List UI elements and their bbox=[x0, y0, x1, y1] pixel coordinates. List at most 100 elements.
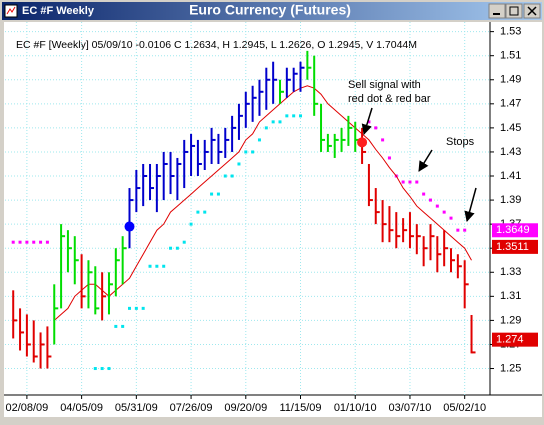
signal-dot bbox=[357, 137, 368, 148]
short-stop-dot bbox=[32, 240, 36, 244]
long-stop-dot bbox=[237, 162, 241, 166]
x-tick-label: 01/10/10 bbox=[334, 402, 377, 414]
minimize-button[interactable] bbox=[488, 3, 506, 19]
long-stop-dot bbox=[182, 240, 186, 244]
x-tick-label: 05/02/10 bbox=[443, 402, 486, 414]
price-marker-label: 1.274 bbox=[496, 334, 524, 346]
annotation-arrow bbox=[361, 107, 373, 136]
y-tick-label: 1.45 bbox=[500, 122, 521, 134]
window-title: EC #F Weekly bbox=[22, 5, 95, 17]
long-stop-dot bbox=[162, 264, 166, 268]
maximize-button[interactable] bbox=[505, 3, 523, 19]
short-stop-dot bbox=[422, 192, 426, 196]
short-stop-dot bbox=[442, 210, 446, 214]
long-stop-dot bbox=[257, 138, 261, 142]
short-stop-dot bbox=[25, 240, 29, 244]
price-marker-label: 1.3511 bbox=[496, 241, 529, 253]
long-stop-dot bbox=[278, 120, 282, 124]
y-tick-label: 1.51 bbox=[500, 50, 521, 62]
long-stop-dot bbox=[292, 114, 296, 118]
y-tick-label: 1.53 bbox=[500, 26, 521, 38]
long-stop-dot bbox=[141, 306, 145, 310]
annotation: red dot & red bar bbox=[348, 93, 431, 105]
short-stop-dot bbox=[456, 228, 460, 232]
price-marker bbox=[492, 239, 538, 254]
long-stop-dot bbox=[175, 246, 179, 250]
y-tick-label: 1.33 bbox=[500, 266, 521, 278]
x-tick-label: 04/05/09 bbox=[60, 402, 103, 414]
long-stop-dot bbox=[134, 306, 138, 310]
short-stop-dot bbox=[374, 126, 378, 130]
short-stop-dot bbox=[45, 240, 49, 244]
long-stop-dot bbox=[210, 192, 214, 196]
long-stop-dot bbox=[299, 114, 303, 118]
y-tick-label: 1.49 bbox=[500, 74, 521, 86]
long-stop-dot bbox=[100, 367, 104, 371]
long-stop-dot bbox=[251, 150, 255, 154]
long-stop-dot bbox=[148, 264, 152, 268]
short-stop-dot bbox=[401, 180, 405, 184]
long-stop-dot bbox=[189, 222, 193, 226]
short-stop-dot bbox=[367, 120, 371, 124]
long-stop-dot bbox=[230, 174, 234, 178]
price-marker-label: 1.3649 bbox=[496, 224, 530, 236]
annotation-arrow bbox=[418, 149, 433, 172]
short-stop-dot bbox=[387, 156, 391, 160]
short-stop-dot bbox=[449, 216, 453, 220]
short-stop-dot bbox=[39, 240, 43, 244]
x-tick-label: 03/07/10 bbox=[389, 402, 432, 414]
y-tick-label: 1.41 bbox=[500, 170, 521, 182]
short-stop-dot bbox=[428, 198, 432, 202]
short-stop-dot bbox=[463, 228, 467, 232]
window-buttons bbox=[488, 3, 541, 19]
short-stop-dot bbox=[435, 204, 439, 208]
price-marker bbox=[492, 332, 538, 347]
x-tick-label: 05/31/09 bbox=[115, 402, 158, 414]
long-stop-dot bbox=[114, 324, 118, 328]
short-stop-dot bbox=[408, 180, 412, 184]
x-tick-label: 09/20/09 bbox=[224, 402, 267, 414]
x-tick-label: 07/26/09 bbox=[170, 402, 213, 414]
annotation: Stops bbox=[446, 136, 475, 148]
x-tick-label: 02/08/09 bbox=[5, 402, 48, 414]
long-stop-dot bbox=[203, 210, 207, 214]
long-stop-dot bbox=[244, 150, 248, 154]
price-marker bbox=[492, 223, 538, 238]
long-stop-dot bbox=[127, 306, 131, 310]
quote-header: EC #F [Weekly] 05/09/10 -0.0106 C 1.2634… bbox=[16, 39, 417, 51]
y-tick-label: 1.31 bbox=[500, 290, 521, 302]
short-stop-dot bbox=[381, 138, 385, 142]
short-stop-dot bbox=[11, 240, 15, 244]
window-icon-glyph bbox=[6, 6, 16, 15]
moving-average-line bbox=[53, 85, 472, 321]
y-tick-label: 1.43 bbox=[500, 146, 521, 158]
long-stop-dot bbox=[216, 192, 220, 196]
long-stop-dot bbox=[196, 210, 200, 214]
plot bbox=[11, 50, 476, 371]
long-stop-dot bbox=[271, 120, 275, 124]
x-tick-label: 11/15/09 bbox=[280, 402, 322, 414]
long-stop-dot bbox=[93, 367, 97, 371]
short-stop-dot bbox=[18, 240, 22, 244]
long-stop-dot bbox=[155, 264, 159, 268]
title-bar bbox=[2, 2, 542, 20]
long-stop-dot bbox=[121, 324, 125, 328]
signal-dot bbox=[124, 221, 135, 232]
close-glyph bbox=[527, 6, 537, 16]
maximize-glyph bbox=[509, 6, 519, 16]
long-stop-dot bbox=[107, 367, 111, 371]
long-stop-dot bbox=[285, 114, 289, 118]
long-stop-dot bbox=[223, 174, 227, 178]
short-stop-dot bbox=[415, 180, 419, 184]
long-stop-dot bbox=[169, 246, 173, 250]
y-tick-label: 1.47 bbox=[500, 98, 521, 110]
chart-title: Euro Currency (Futures) bbox=[189, 2, 351, 18]
y-tick-label: 1.39 bbox=[500, 194, 521, 206]
annotation-arrow bbox=[464, 187, 477, 223]
y-tick-label: 1.29 bbox=[500, 314, 521, 326]
y-tick-label: 1.25 bbox=[500, 362, 521, 374]
annotation: Sell signal with bbox=[348, 79, 421, 91]
long-stop-dot bbox=[264, 126, 268, 130]
